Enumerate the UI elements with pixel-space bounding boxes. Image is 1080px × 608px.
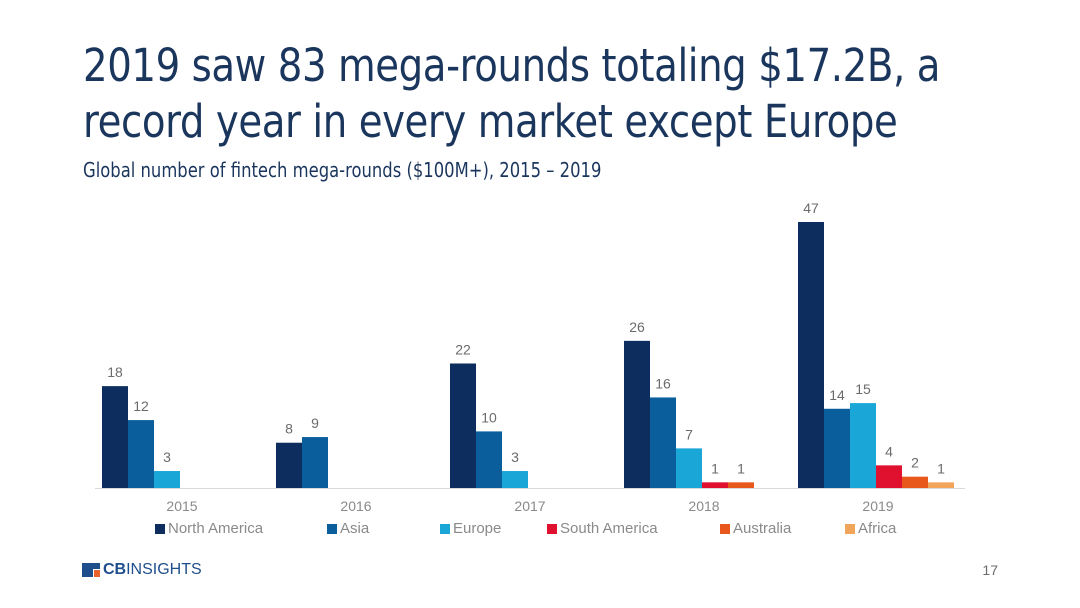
bar-australia-2018	[728, 482, 754, 488]
legend-swatch-south-america	[547, 523, 557, 534]
bar-south-america-2019	[876, 465, 902, 488]
legend-label-north-america: North America	[168, 520, 264, 537]
data-label-asia-2019: 14	[829, 387, 845, 403]
chart-subtitle: Global number of fintech mega-rounds ($1…	[83, 158, 602, 182]
data-label-south-america-2019: 4	[885, 443, 893, 459]
legend-item-australia: Australia	[720, 520, 791, 537]
data-label-europe-2015: 3	[163, 449, 171, 465]
x-tick-label-2015: 2015	[166, 498, 197, 514]
x-tick-label-2017: 2017	[514, 498, 545, 514]
bar-asia-2017	[476, 431, 502, 488]
bar-asia-2018	[650, 397, 676, 488]
legend-item-africa: Africa	[845, 520, 896, 537]
legend-item-asia: Asia	[327, 520, 369, 537]
legend-swatch-north-america	[155, 523, 165, 534]
legend-label-europe: Europe	[453, 520, 502, 537]
x-tick-labels-group: 2015 2016 2017 2018 2019	[166, 498, 893, 514]
bar-north-america-2015	[102, 386, 128, 488]
bar-asia-2015	[128, 420, 154, 488]
data-label-north-america-2015: 18	[107, 364, 123, 380]
bar-asia-2016	[302, 437, 328, 488]
logo-text-bold: CB	[103, 561, 127, 578]
data-label-south-america-2018: 1	[711, 460, 719, 476]
legend-label-australia: Australia	[733, 520, 792, 537]
slide-title: 2019 saw 83 mega-rounds totaling $17.2B,…	[83, 38, 940, 150]
x-tick-label-2018: 2018	[688, 498, 719, 514]
data-label-asia-2016: 9	[311, 415, 319, 431]
legend-label-africa: Africa	[858, 520, 897, 537]
data-label-africa-2019: 1	[937, 460, 945, 476]
data-label-europe-2018: 7	[685, 426, 693, 442]
bar-europe-2015	[154, 471, 180, 488]
bar-north-america-2016	[276, 442, 302, 488]
page-number: 17	[982, 562, 998, 578]
bar-north-america-2018	[624, 340, 650, 488]
bar-north-america-2019	[798, 222, 824, 488]
legend-label-south-america: South America	[560, 520, 658, 537]
legend-item-north-america: North America	[155, 520, 263, 537]
data-label-europe-2017: 3	[511, 449, 519, 465]
data-labels-group: 18 12 3 8 9 22 10 3 26 16 7 1 1 47 14 15 4 2 1	[107, 200, 945, 476]
data-label-north-america-2018: 26	[629, 319, 645, 335]
legend-swatch-africa	[845, 523, 855, 534]
x-tick-label-2019: 2019	[862, 498, 893, 514]
bar-asia-2019	[824, 408, 850, 488]
chart-legend: North America Asia Europe South America Aust…	[155, 520, 955, 538]
cbinsights-logo: CBINSIGHTS	[82, 561, 202, 579]
bars-group	[102, 222, 954, 488]
data-label-north-america-2016: 8	[285, 421, 293, 437]
legend-label-asia: Asia	[340, 520, 370, 537]
data-label-north-america-2019: 47	[803, 200, 819, 216]
logo-text-regular: INSIGHTS	[126, 561, 202, 578]
title-line-2: record year in every market except Europ…	[83, 95, 898, 148]
bar-south-america-2018	[702, 482, 728, 488]
legend-swatch-asia	[327, 523, 337, 534]
x-tick-label-2016: 2016	[340, 498, 371, 514]
legend-item-south-america: South America	[547, 520, 658, 537]
legend-swatch-europe	[440, 523, 450, 534]
legend-item-europe: Europe	[440, 520, 501, 537]
bar-north-america-2017	[450, 363, 476, 488]
legend-swatch-australia	[720, 523, 730, 534]
data-label-australia-2018: 1	[737, 460, 745, 476]
data-label-north-america-2017: 22	[455, 341, 471, 357]
data-label-asia-2015: 12	[133, 398, 149, 414]
bar-europe-2018	[676, 448, 702, 488]
bar-africa-2019	[928, 482, 954, 488]
bar-australia-2019	[902, 476, 928, 488]
title-line-1: 2019 saw 83 mega-rounds totaling $17.2B,…	[83, 39, 940, 92]
cbinsights-logo-icon	[82, 563, 100, 577]
data-label-asia-2018: 16	[655, 375, 671, 391]
data-label-europe-2019: 15	[855, 381, 871, 397]
data-label-asia-2017: 10	[481, 409, 497, 425]
data-label-australia-2019: 2	[911, 455, 919, 471]
bar-europe-2017	[502, 471, 528, 488]
bar-europe-2019	[850, 403, 876, 488]
